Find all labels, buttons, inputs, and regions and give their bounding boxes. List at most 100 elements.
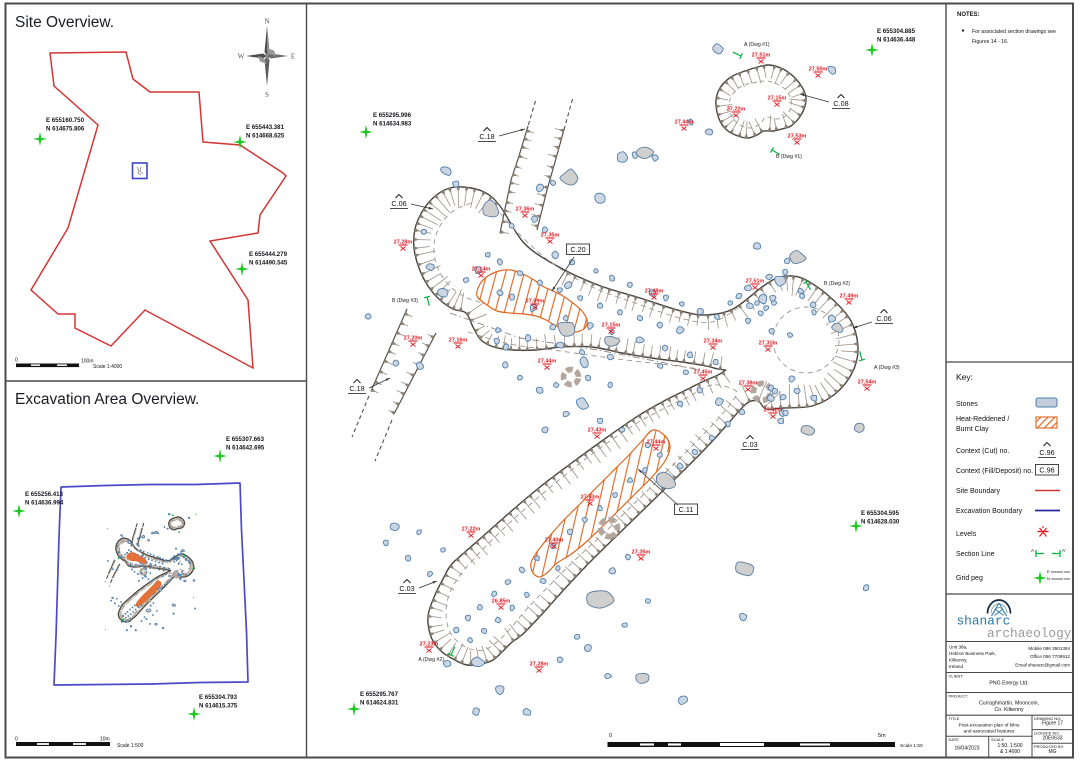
svg-text:E 655304.885: E 655304.885: [877, 28, 916, 35]
svg-text:27.20m: 27.20m: [404, 336, 423, 342]
svg-text:27.43m: 27.43m: [588, 428, 607, 434]
svg-text:N xxxxxx.xxx: N xxxxxx.xxx: [1047, 576, 1070, 581]
svg-text:0: 0: [15, 358, 18, 364]
svg-text:archaeology: archaeology: [987, 626, 1072, 641]
svg-text:N 614628.030: N 614628.030: [861, 519, 900, 526]
svg-text:Scale 1:50: Scale 1:50: [900, 743, 923, 749]
svg-text:PNG Energy Ltd.: PNG Energy Ltd.: [989, 681, 1028, 687]
svg-text:27.16m: 27.16m: [449, 338, 468, 344]
svg-text:N 614634.983: N 614634.983: [373, 121, 412, 128]
svg-text:N 614675.806: N 614675.806: [46, 126, 85, 133]
svg-text:N 614624.831: N 614624.831: [360, 700, 399, 707]
svg-text:27.49m: 27.49m: [840, 294, 859, 300]
svg-text:E 655307.663: E 655307.663: [226, 436, 265, 443]
svg-text:27.40m: 27.40m: [545, 538, 564, 544]
svg-text:E 655304.793: E 655304.793: [199, 694, 238, 701]
svg-text:Context (Fill/Deposit) no.: Context (Fill/Deposit) no.: [956, 468, 1033, 475]
svg-text:27.36m: 27.36m: [516, 207, 535, 213]
svg-text:27.31m: 27.31m: [759, 341, 778, 347]
svg-text:Excavation Boundary: Excavation Boundary: [956, 508, 1023, 515]
svg-text:Burnt Clay: Burnt Clay: [956, 426, 989, 433]
svg-text:27.42m: 27.42m: [764, 408, 783, 414]
svg-text:27.22m: 27.22m: [727, 107, 746, 113]
svg-text:E 655295.996: E 655295.996: [373, 112, 412, 119]
svg-text:PROJECT:: PROJECT:: [949, 694, 968, 699]
svg-text:Post-excavation plan of kilns: Post-excavation plan of kilns: [959, 723, 1020, 729]
svg-text:Office 056 7709912: Office 056 7709912: [1030, 654, 1070, 659]
svg-text:C.03: C.03: [742, 440, 757, 449]
svg-text:Figure 17: Figure 17: [1042, 721, 1063, 727]
svg-text:27.35m: 27.35m: [541, 233, 560, 239]
svg-text:10m: 10m: [100, 737, 110, 743]
svg-text:27.15m: 27.15m: [768, 96, 787, 102]
svg-text:Mobile 086 3901394: Mobile 086 3901394: [1028, 646, 1070, 651]
svg-text:Site Boundary: Site Boundary: [956, 488, 1000, 495]
svg-text:Grid peg: Grid peg: [956, 575, 983, 582]
svg-text:27.44m: 27.44m: [538, 359, 557, 365]
svg-text:A': A': [1062, 548, 1066, 553]
svg-text:27.51m: 27.51m: [746, 279, 765, 285]
svg-text:Stones: Stones: [956, 401, 978, 408]
svg-text:A (Dwg #2): A (Dwg #2): [418, 657, 444, 663]
svg-text:& 1:4000: & 1:4000: [1000, 749, 1020, 755]
svg-text:C.18: C.18: [479, 132, 494, 141]
svg-text:MG: MG: [1048, 749, 1056, 755]
svg-text:27.35m: 27.35m: [632, 550, 651, 556]
svg-text:27.23m: 27.23m: [420, 642, 439, 648]
svg-text:Email shanarc@gmail.com: Email shanarc@gmail.com: [1015, 663, 1070, 668]
svg-text:E 655160.750: E 655160.750: [46, 117, 85, 124]
svg-text:27.15m: 27.15m: [602, 323, 621, 329]
svg-text:100m: 100m: [81, 359, 94, 365]
svg-text:Figures 14 - 16.: Figures 14 - 16.: [972, 39, 1008, 45]
svg-text:0: 0: [15, 737, 18, 743]
svg-text:N 614668.625: N 614668.625: [246, 133, 285, 140]
svg-text:E 655256.413: E 655256.413: [25, 491, 64, 498]
svg-text:N 614636.994: N 614636.994: [25, 500, 64, 507]
svg-text:5m: 5m: [878, 733, 886, 739]
svg-text:shanarc: shanarc: [957, 614, 1011, 629]
svg-text:0: 0: [609, 733, 612, 739]
svg-text:TITLE: TITLE: [949, 716, 960, 721]
svg-text:and associated features: and associated features: [964, 729, 1016, 735]
svg-text:Levels: Levels: [956, 531, 977, 538]
svg-text:27.14m: 27.14m: [472, 267, 491, 273]
svg-text:Excavation Area Overview.: Excavation Area Overview.: [15, 391, 199, 408]
svg-text:27.28m: 27.28m: [394, 240, 413, 246]
svg-text:27.22m: 27.22m: [462, 527, 481, 533]
svg-text:27.09m: 27.09m: [526, 299, 545, 305]
svg-text:C.11: C.11: [679, 505, 694, 514]
svg-text:N: N: [264, 18, 269, 26]
svg-text:B (Dwg #3): B (Dwg #3): [392, 298, 418, 304]
svg-text:Hebron Business Park,: Hebron Business Park,: [949, 651, 996, 656]
svg-text:1:50, 1:500: 1:50, 1:500: [997, 743, 1022, 749]
svg-text:W: W: [238, 53, 245, 61]
svg-text:27.44m: 27.44m: [647, 440, 666, 446]
svg-text:27.28m: 27.28m: [530, 662, 549, 668]
svg-text:20E0633: 20E0633: [1042, 736, 1062, 742]
svg-text:Unit 38a,: Unit 38a,: [949, 645, 967, 650]
svg-text:27.45m: 27.45m: [694, 370, 713, 376]
svg-text:27.53m: 27.53m: [788, 134, 807, 140]
svg-text:Scale 1:500: Scale 1:500: [117, 743, 144, 749]
svg-text:Co. Kilkenny: Co. Kilkenny: [994, 707, 1024, 713]
svg-text:E: E: [291, 53, 295, 61]
svg-text:N 614490.545: N 614490.545: [249, 260, 288, 267]
svg-text:A (Dwg #3): A (Dwg #3): [874, 365, 900, 371]
svg-text:C.08: C.08: [833, 99, 848, 108]
svg-text:27.54m: 27.54m: [858, 380, 877, 386]
svg-text:C.96: C.96: [1039, 466, 1054, 475]
svg-text:C.18: C.18: [349, 384, 364, 393]
svg-text:Scale 1:4000: Scale 1:4000: [93, 364, 122, 370]
svg-text:A (Dwg #1): A (Dwg #1): [744, 42, 770, 48]
svg-text:E xxxxxx.xxx: E xxxxxx.xxx: [1047, 569, 1070, 574]
svg-text:27.51m: 27.51m: [752, 53, 771, 59]
svg-text:Heat-Reddened /: Heat-Reddened /: [956, 416, 1009, 423]
svg-text:N 614615.375: N 614615.375: [199, 703, 238, 710]
svg-text:N 614642.695: N 614642.695: [226, 445, 265, 452]
svg-text:27.44m: 27.44m: [675, 120, 694, 126]
svg-text:Key:: Key:: [956, 372, 973, 382]
svg-text:Section Line: Section Line: [956, 551, 995, 558]
svg-text:Site Overview.: Site Overview.: [15, 14, 114, 31]
svg-text:C.03: C.03: [399, 584, 414, 593]
svg-text:NOTES:: NOTES:: [957, 12, 980, 18]
